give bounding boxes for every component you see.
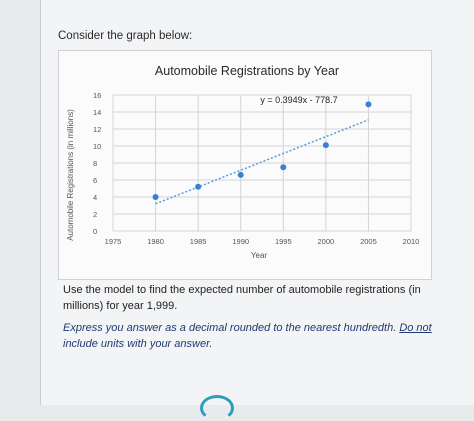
instruction-part-1: Express you answer as a decimal rounded … xyxy=(63,322,400,334)
instruction-text: Express you answer as a decimal rounded … xyxy=(63,320,458,352)
x-axis-label: Year xyxy=(251,251,268,260)
data-point xyxy=(280,164,287,171)
question-text: Use the model to find the expected numbe… xyxy=(63,284,421,312)
x-tick-label: 2000 xyxy=(318,237,335,246)
y-tick-label: 14 xyxy=(93,108,101,117)
instruction-part-2: include units with your answer. xyxy=(63,338,213,350)
x-tick-label: 1975 xyxy=(105,237,122,246)
trend-line xyxy=(155,119,369,205)
data-point xyxy=(195,183,202,190)
x-tick-label: 2010 xyxy=(403,237,420,246)
y-tick-label: 10 xyxy=(93,142,101,151)
y-tick-label: 0 xyxy=(93,227,97,236)
y-tick-label: 16 xyxy=(93,91,101,100)
x-tick-label: 1990 xyxy=(232,237,249,246)
y-tick-label: 4 xyxy=(93,193,97,202)
data-point xyxy=(152,194,159,200)
partial-icon xyxy=(200,395,234,421)
data-point xyxy=(322,142,329,149)
trendline-equation: y = 0.3949x - 778.7 xyxy=(260,95,337,105)
y-axis-label: Automobile Registrations (in millions) xyxy=(66,109,75,241)
data-point xyxy=(365,101,372,108)
y-tick-label: 8 xyxy=(93,159,97,168)
x-tick-label: 1980 xyxy=(147,237,164,246)
y-tick-label: 6 xyxy=(93,176,97,185)
chart-title: Automobile Registrations by Year xyxy=(155,64,339,78)
data-point xyxy=(237,171,244,178)
y-tick-label: 2 xyxy=(93,210,97,219)
scatter-chart: Automobile Registrations by Year 0 2 4 6 8 10… xyxy=(66,64,420,260)
instruction-emphasis: Do not xyxy=(399,322,432,334)
x-tick-label: 1995 xyxy=(275,237,292,246)
x-tick-label: 1985 xyxy=(190,237,207,246)
y-tick-label: 12 xyxy=(93,125,101,134)
chart-container: Automobile Registrations by Year 0 2 4 6 8 10… xyxy=(58,50,432,280)
x-tick-label: 2005 xyxy=(360,237,377,246)
question-prompt: Consider the graph below: xyxy=(58,30,193,42)
